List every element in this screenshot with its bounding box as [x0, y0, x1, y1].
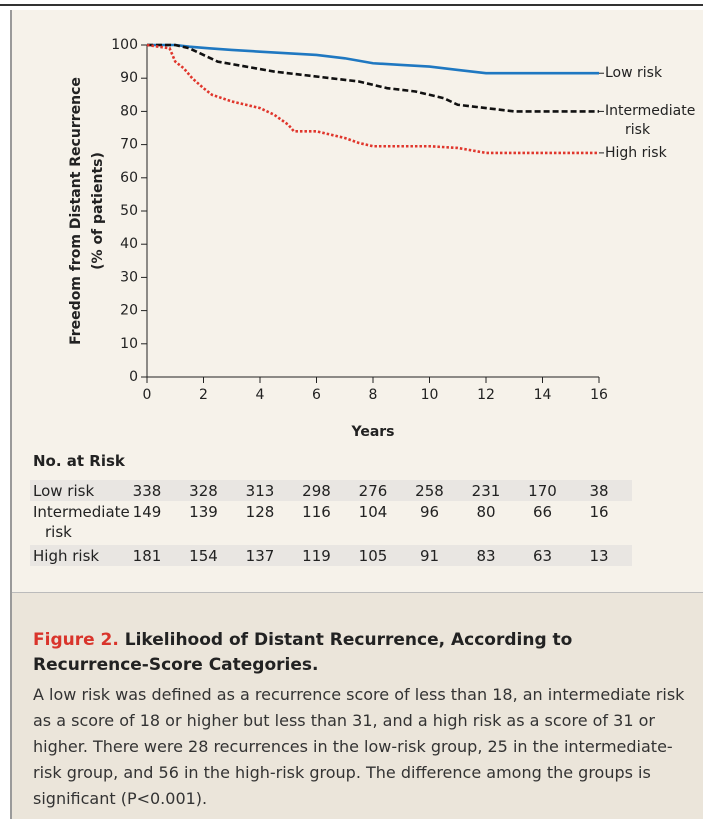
risk-table-title: No. at Risk [33, 452, 125, 470]
y-tick-label: 100 [111, 37, 138, 53]
risk-count: 258 [415, 482, 444, 500]
x-tick-label: 6 [312, 387, 321, 403]
caption-box [12, 592, 703, 819]
risk-count: 231 [471, 482, 501, 500]
risk-count: 91 [419, 547, 440, 565]
risk-count: 338 [132, 482, 162, 500]
risk-count: 119 [302, 547, 331, 565]
risk-count: 13 [589, 547, 609, 565]
x-tick-label: 16 [590, 387, 608, 403]
y-tick-label: 80 [120, 103, 138, 119]
risk-count: 149 [132, 503, 162, 521]
y-axis-title: (% of patients) [90, 152, 106, 270]
y-tick-label: 40 [120, 236, 138, 252]
y-tick-label: 0 [129, 369, 138, 385]
y-axis-title: Freedom from Distant Recurrence [68, 77, 84, 345]
y-tick-label: 30 [120, 269, 138, 285]
risk-row-label: High risk [33, 547, 100, 565]
risk-count: 16 [589, 503, 609, 521]
chart: Years Freedom from Distant Recurrence (%… [68, 37, 608, 440]
survival-curve [146, 43, 599, 155]
risk-count: 128 [245, 503, 275, 521]
risk-count: 104 [358, 503, 388, 521]
x-axis-title: Years [350, 424, 394, 440]
x-tick-label: 14 [534, 387, 552, 403]
risk-count: 83 [476, 547, 496, 565]
y-tick-label: 90 [120, 70, 138, 86]
x-tick-label: 0 [143, 387, 152, 403]
risk-count: 66 [532, 503, 553, 521]
risk-count: 313 [245, 482, 275, 500]
risk-row-label: Intermediate risk [33, 503, 130, 541]
survival-curve [147, 43, 599, 113]
survival-curve [147, 43, 599, 75]
risk-count: 154 [189, 547, 218, 565]
caption-body: A low risk was defined as a recurrence s… [33, 685, 685, 808]
risk-count: 80 [476, 503, 496, 521]
risk-row-band [30, 545, 632, 566]
risk-count: 63 [532, 547, 553, 565]
series-label: Intermediate risk [605, 103, 696, 139]
y-tick-label: 70 [120, 137, 138, 153]
caption-heading: Likelihood of Distant Recurrence, Accord… [33, 630, 573, 675]
figure-number: Figure 2. [33, 630, 119, 650]
x-tick-label: 8 [369, 387, 378, 403]
risk-count: 137 [245, 547, 275, 565]
risk-count: 116 [302, 503, 331, 521]
x-tick-label: 12 [477, 387, 495, 403]
x-tick-label: 10 [421, 387, 439, 403]
y-tick-label: 50 [120, 203, 138, 219]
x-tick-label: 4 [256, 387, 265, 403]
risk-count: 105 [358, 547, 388, 565]
series-label: High risk [605, 144, 667, 161]
y-tick-label: 60 [120, 170, 138, 186]
risk-count: 139 [189, 503, 218, 521]
caption-title: Figure 2. Likelihood of Distant Recurren… [33, 628, 673, 678]
risk-count: 298 [302, 482, 331, 500]
risk-count: 328 [189, 482, 218, 500]
risk-row-band [30, 480, 632, 501]
risk-count: 181 [132, 547, 162, 565]
risk-count: 276 [358, 482, 388, 500]
risk-count: 38 [589, 482, 609, 500]
top-rule [0, 4, 703, 6]
risk-count: 96 [419, 503, 440, 521]
y-tick-label: 10 [120, 336, 138, 352]
risk-count: 170 [528, 482, 557, 500]
risk-row-label: Low risk [33, 482, 95, 500]
y-tick-label: 20 [120, 303, 138, 319]
series-label: Low risk [605, 65, 663, 82]
x-tick-label: 2 [199, 387, 208, 403]
